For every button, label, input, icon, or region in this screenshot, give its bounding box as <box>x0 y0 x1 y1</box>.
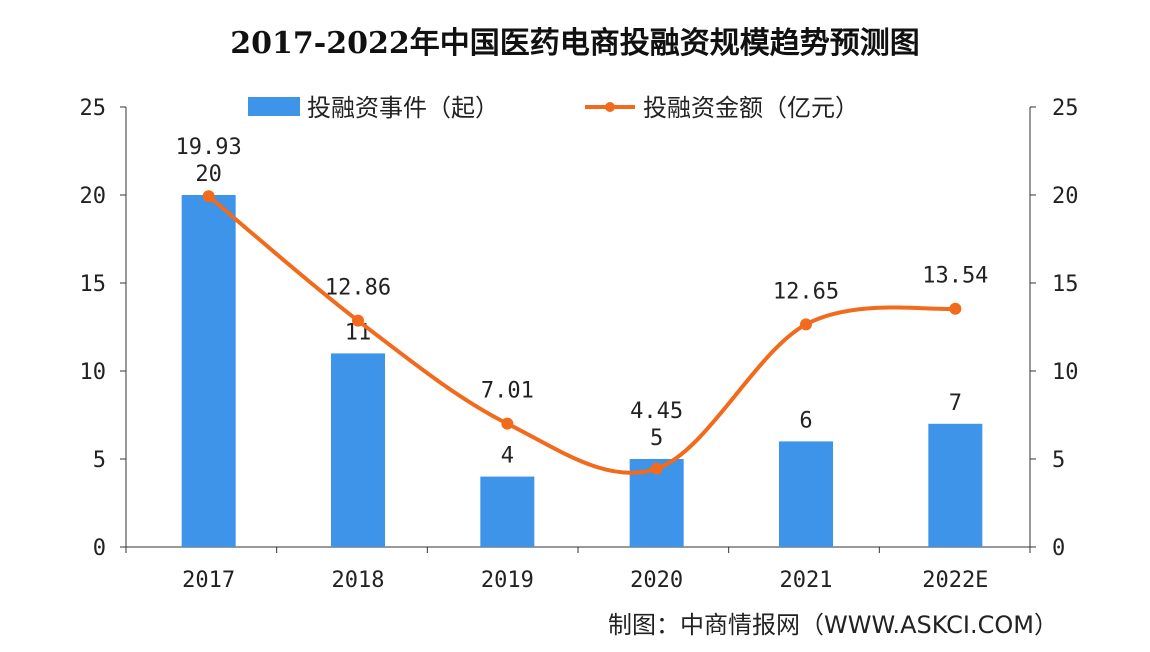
right-tick-label: 5 <box>1052 448 1065 473</box>
line-data-label: 12.65 <box>773 279 839 304</box>
legend-bar-swatch <box>248 97 300 116</box>
line-data-label: 19.93 <box>176 135 242 160</box>
bar <box>779 441 833 547</box>
bar-data-label: 20 <box>195 162 222 187</box>
bar-data-label: 7 <box>949 391 962 416</box>
bar <box>480 476 535 547</box>
line-point <box>501 417 514 430</box>
left-tick-label: 5 <box>93 448 106 473</box>
right-tick-label: 20 <box>1052 184 1079 209</box>
bar <box>331 353 385 547</box>
line-point <box>352 314 364 327</box>
x-tick-label: 2022E <box>922 568 988 593</box>
right-tick-label: 0 <box>1052 536 1065 561</box>
left-tick-label: 20 <box>80 184 107 209</box>
line-data-label: 12.86 <box>325 276 391 301</box>
line-data-label: 7.01 <box>481 379 534 404</box>
legend-line-marker <box>605 102 615 112</box>
left-tick-label: 15 <box>80 272 107 297</box>
bar-data-label: 5 <box>650 426 663 451</box>
bar-data-label: 6 <box>799 408 812 433</box>
bar <box>181 195 236 547</box>
left-tick-label: 10 <box>80 360 107 385</box>
x-tick-label: 2021 <box>780 568 833 593</box>
legend-line-label: 投融资金额（亿元） <box>643 94 859 122</box>
line-point <box>202 190 215 203</box>
line-series <box>207 194 956 475</box>
x-tick-label: 2019 <box>481 568 534 593</box>
x-tick-label: 2017 <box>182 568 235 593</box>
x-tick-label: 2018 <box>332 568 385 593</box>
right-tick-label: 15 <box>1052 272 1079 297</box>
chart-title: 2017-2022年中国医药电商投融资规模趋势预测图 <box>230 26 920 61</box>
left-tick-label: 0 <box>93 536 106 561</box>
left-tick-label: 25 <box>80 96 107 121</box>
legend-bar-label: 投融资事件（起） <box>307 94 499 122</box>
bar <box>928 423 983 547</box>
bar-data-label: 4 <box>501 444 514 469</box>
right-tick-label: 10 <box>1052 360 1079 385</box>
line-data-label: 4.45 <box>630 399 683 424</box>
x-tick-label: 2020 <box>630 568 683 593</box>
line-point <box>650 462 663 475</box>
line-point <box>800 318 812 331</box>
line-data-label: 13.54 <box>922 264 988 289</box>
right-tick-label: 25 <box>1052 96 1079 121</box>
chart-source: 制图：中商情报网（WWW.ASKCI.COM） <box>608 611 1058 639</box>
line-point <box>949 302 962 315</box>
